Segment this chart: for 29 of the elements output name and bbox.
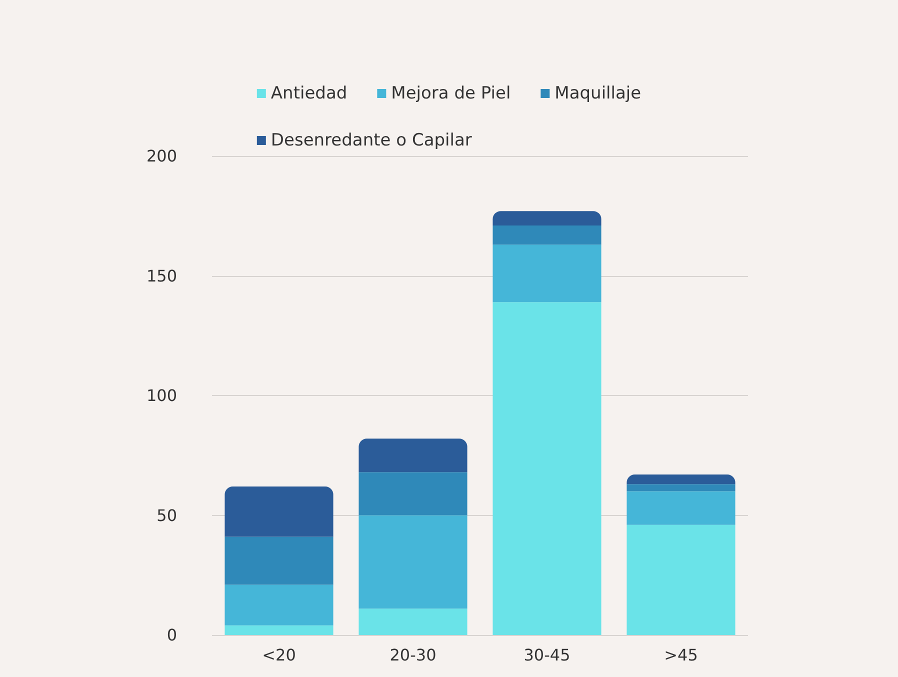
bar — [224, 584, 334, 626]
bar — [492, 211, 602, 226]
bar — [626, 474, 736, 484]
y-tick-label: 0 — [166, 626, 177, 644]
bar — [626, 524, 736, 635]
legend-label: Maquillaje — [554, 84, 642, 104]
bar — [358, 515, 468, 609]
x-tick-label: 20-30 — [390, 646, 436, 664]
bar — [358, 472, 468, 516]
y-tick-label: 150 — [146, 266, 177, 286]
legend-label: Mejora de Piel — [391, 84, 511, 104]
legend-label: Desenredante o Capilar — [270, 130, 472, 150]
bar — [224, 625, 334, 635]
x-tick-label: <20 — [262, 646, 296, 664]
x-tick-label: 30-45 — [524, 646, 570, 664]
bar — [626, 484, 736, 492]
y-tick-label: 100 — [146, 386, 177, 405]
bar — [492, 225, 602, 245]
legend-label: Antiedad — [270, 84, 348, 104]
bar — [224, 536, 334, 585]
y-tick-label: 50 — [156, 506, 177, 525]
y-tick-label: 200 — [146, 146, 177, 166]
x-tick-label: >45 — [664, 646, 698, 664]
bar — [626, 491, 736, 525]
bar — [492, 244, 602, 302]
bar — [358, 608, 468, 635]
bar — [224, 486, 334, 537]
bar — [492, 302, 602, 635]
bar — [358, 438, 468, 472]
